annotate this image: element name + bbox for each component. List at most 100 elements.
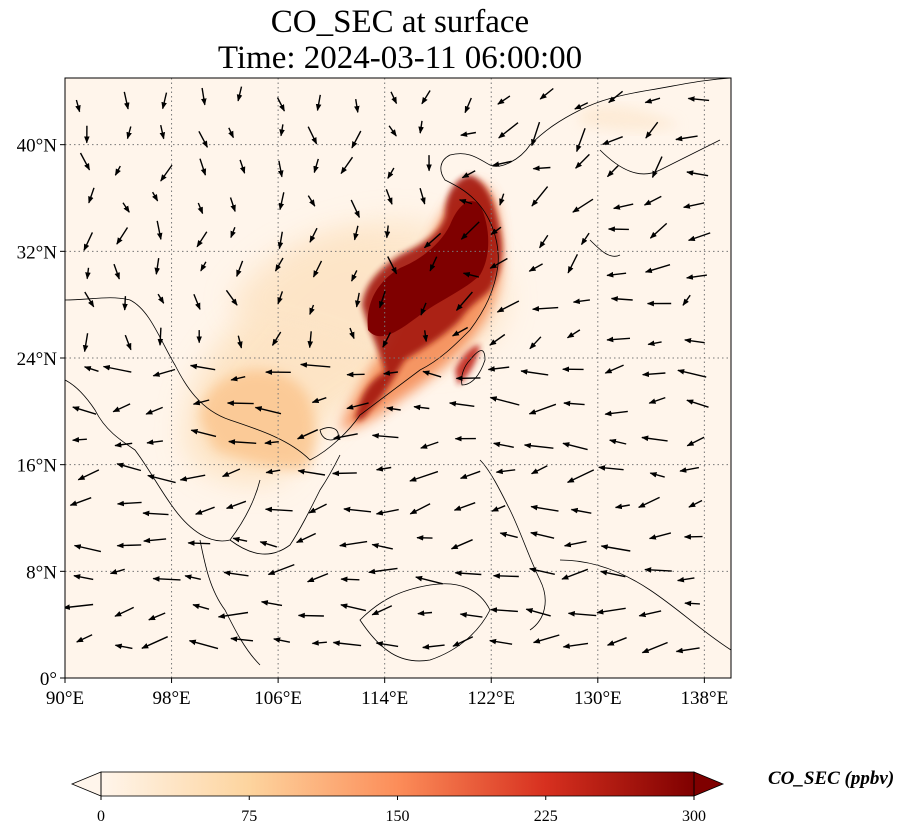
wind-arrow bbox=[79, 152, 91, 171]
wind-arrow bbox=[201, 87, 207, 106]
wind-arrow bbox=[69, 497, 92, 506]
wind-arrow bbox=[72, 406, 97, 415]
wind-arrow bbox=[572, 198, 594, 213]
wind-arrow bbox=[606, 336, 631, 343]
wind-arrow bbox=[566, 329, 581, 339]
wind-arrow bbox=[675, 647, 700, 654]
wind-arrow bbox=[65, 603, 94, 610]
wind-arrow bbox=[459, 612, 483, 618]
wind-arrow bbox=[648, 532, 672, 540]
wind-arrow bbox=[608, 90, 624, 104]
wind-arrow bbox=[497, 95, 511, 105]
wind-arrow bbox=[532, 634, 560, 644]
wind-arrow bbox=[313, 158, 319, 174]
wind-arrow bbox=[562, 442, 588, 451]
wind-arrow bbox=[159, 124, 166, 140]
wind-arrow bbox=[461, 170, 476, 179]
wind-arrow bbox=[455, 291, 473, 311]
wind-arrow bbox=[157, 327, 164, 346]
lat-tick-label: 8°N bbox=[26, 562, 57, 583]
wind-arrow bbox=[429, 256, 438, 272]
title-line-time: Time: 2024-03-11 06:00:00 bbox=[217, 40, 583, 76]
wind-arrow bbox=[601, 136, 623, 146]
wind-arrow bbox=[76, 634, 93, 643]
wind-arrow bbox=[532, 165, 551, 172]
wind-arrow bbox=[116, 462, 142, 472]
colorbar-gradient bbox=[101, 772, 694, 796]
wind-arrow bbox=[179, 474, 206, 482]
wind-arrow bbox=[418, 120, 424, 134]
wind-arrow bbox=[297, 612, 324, 619]
wind-arrow bbox=[114, 643, 133, 650]
wind-arrow bbox=[462, 272, 480, 278]
wind-arrow bbox=[83, 366, 99, 372]
wind-arrow bbox=[371, 433, 399, 439]
axis-ticks bbox=[60, 144, 705, 683]
wind-arrow bbox=[386, 406, 401, 412]
wind-arrow bbox=[354, 98, 360, 113]
title-line-variable: CO_SEC at surface bbox=[270, 4, 530, 40]
wind-arrow bbox=[123, 91, 130, 110]
wind-arrow bbox=[422, 330, 429, 343]
wind-arrow bbox=[464, 97, 472, 114]
wind-arrow bbox=[499, 193, 505, 206]
wind-arrow bbox=[148, 612, 166, 621]
wind-arrow bbox=[116, 500, 142, 507]
wind-arrow bbox=[604, 410, 628, 417]
wind-arrow bbox=[421, 90, 431, 105]
wind-arrow bbox=[576, 128, 586, 153]
wind-arrow bbox=[492, 573, 519, 579]
wind-arrow bbox=[409, 470, 439, 482]
wind-arrow bbox=[346, 402, 369, 410]
colorbar-tick-label: 150 bbox=[386, 808, 410, 825]
wind-arrow bbox=[683, 202, 705, 209]
wind-arrow bbox=[311, 640, 327, 646]
wind-arrow bbox=[77, 469, 100, 481]
wind-arrow bbox=[596, 607, 626, 615]
wind-arrow bbox=[460, 131, 477, 137]
wind-arrow bbox=[643, 195, 662, 206]
wind-arrow bbox=[490, 226, 502, 236]
wind-arrow bbox=[193, 293, 201, 311]
colorbar-extend-max bbox=[693, 771, 725, 797]
gridlines bbox=[65, 78, 731, 678]
wind-arrow bbox=[277, 160, 284, 178]
lon-tick-label: 106°E bbox=[254, 688, 302, 709]
wind-arrow bbox=[297, 468, 326, 476]
wind-arrow bbox=[677, 369, 707, 378]
wind-arrow bbox=[598, 465, 624, 471]
wind-arrow bbox=[122, 202, 130, 213]
wind-arrow bbox=[604, 364, 624, 374]
wind-arrow bbox=[539, 87, 554, 100]
wind-arrow bbox=[606, 271, 627, 278]
wind-arrow bbox=[237, 335, 243, 349]
wind-arrow bbox=[641, 641, 668, 654]
wind-arrow bbox=[340, 603, 367, 612]
lon-tick-label: 138°E bbox=[681, 688, 729, 709]
wind-arrow bbox=[688, 499, 703, 508]
wind-arrow bbox=[375, 466, 392, 472]
wind-arrow bbox=[73, 544, 102, 553]
wind-arrow bbox=[195, 506, 215, 515]
wind-arrow bbox=[116, 542, 142, 549]
wind-arrow bbox=[109, 568, 125, 575]
wind-arrow bbox=[572, 298, 590, 305]
lat-tick-label: 40°N bbox=[17, 136, 58, 157]
lat-tick-label: 24°N bbox=[17, 349, 58, 370]
wind-arrow bbox=[126, 126, 132, 140]
wind-arrow bbox=[160, 164, 173, 182]
wind-arrow bbox=[113, 263, 120, 280]
wind-arrow bbox=[73, 574, 94, 581]
wind-arrow bbox=[614, 503, 630, 510]
wind-arrow bbox=[648, 396, 666, 404]
wind-arrow bbox=[383, 370, 398, 376]
map-panel bbox=[65, 78, 731, 678]
co-sec-field bbox=[184, 105, 680, 484]
wind-arrow bbox=[563, 400, 585, 407]
wind-arrow bbox=[88, 187, 95, 204]
wind-arrow bbox=[349, 327, 355, 340]
wind-arrow bbox=[574, 102, 589, 110]
wind-arrow bbox=[307, 331, 314, 349]
wind-arrow bbox=[489, 257, 508, 269]
